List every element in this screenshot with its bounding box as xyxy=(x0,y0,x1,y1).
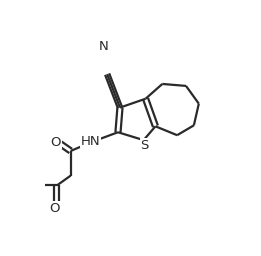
Text: O: O xyxy=(50,202,60,215)
Text: O: O xyxy=(51,136,61,148)
Text: HN: HN xyxy=(81,135,100,148)
Text: S: S xyxy=(140,138,149,152)
Text: N: N xyxy=(98,40,108,53)
